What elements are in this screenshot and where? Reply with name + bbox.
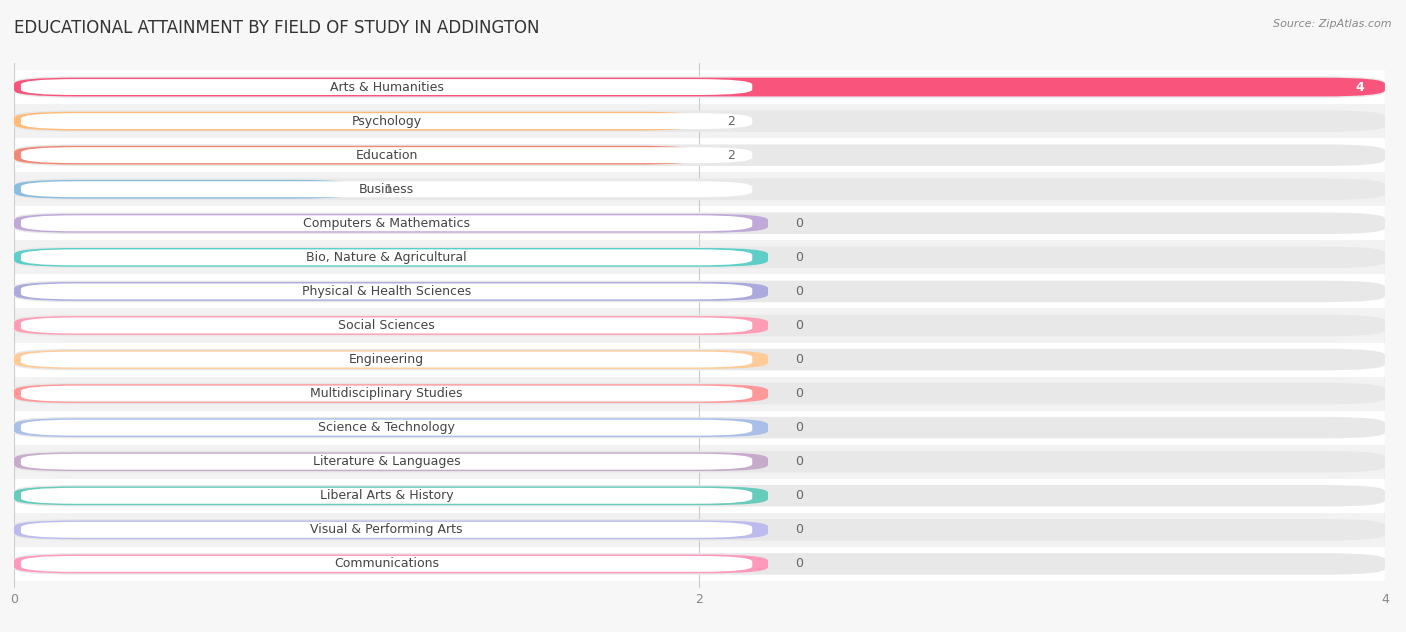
FancyBboxPatch shape xyxy=(21,317,752,334)
FancyBboxPatch shape xyxy=(21,79,752,95)
Text: 0: 0 xyxy=(796,557,803,571)
Text: 4: 4 xyxy=(1355,80,1364,94)
FancyBboxPatch shape xyxy=(21,147,752,163)
Text: 0: 0 xyxy=(796,421,803,434)
FancyBboxPatch shape xyxy=(14,248,768,267)
Bar xyxy=(14,377,1385,411)
Text: Social Sciences: Social Sciences xyxy=(339,319,434,332)
FancyBboxPatch shape xyxy=(14,553,1385,574)
FancyBboxPatch shape xyxy=(14,384,768,403)
Text: Science & Technology: Science & Technology xyxy=(318,421,456,434)
Text: 0: 0 xyxy=(796,455,803,468)
Text: 0: 0 xyxy=(796,285,803,298)
Text: 0: 0 xyxy=(796,251,803,264)
FancyBboxPatch shape xyxy=(21,556,752,572)
Bar xyxy=(14,206,1385,240)
Text: 2: 2 xyxy=(727,114,735,128)
FancyBboxPatch shape xyxy=(14,521,768,539)
FancyBboxPatch shape xyxy=(14,451,1385,473)
FancyBboxPatch shape xyxy=(14,111,1385,132)
Bar xyxy=(14,513,1385,547)
Text: Education: Education xyxy=(356,149,418,162)
Text: 0: 0 xyxy=(796,523,803,537)
FancyBboxPatch shape xyxy=(14,349,1385,370)
Text: Visual & Performing Arts: Visual & Performing Arts xyxy=(311,523,463,537)
Bar xyxy=(14,274,1385,308)
Text: 0: 0 xyxy=(796,387,803,400)
FancyBboxPatch shape xyxy=(14,78,1385,97)
FancyBboxPatch shape xyxy=(21,216,752,231)
FancyBboxPatch shape xyxy=(14,144,1385,166)
FancyBboxPatch shape xyxy=(14,554,768,573)
Text: Arts & Humanities: Arts & Humanities xyxy=(329,80,443,94)
FancyBboxPatch shape xyxy=(21,386,752,401)
Text: Engineering: Engineering xyxy=(349,353,425,366)
FancyBboxPatch shape xyxy=(14,383,1385,404)
FancyBboxPatch shape xyxy=(21,284,752,300)
FancyBboxPatch shape xyxy=(14,146,700,164)
Text: Psychology: Psychology xyxy=(352,114,422,128)
Bar xyxy=(14,308,1385,343)
FancyBboxPatch shape xyxy=(14,315,1385,336)
Bar xyxy=(14,138,1385,172)
Bar xyxy=(14,479,1385,513)
Text: Literature & Languages: Literature & Languages xyxy=(312,455,460,468)
FancyBboxPatch shape xyxy=(14,282,768,301)
Text: Multidisciplinary Studies: Multidisciplinary Studies xyxy=(311,387,463,400)
Bar xyxy=(14,172,1385,206)
FancyBboxPatch shape xyxy=(14,76,1385,98)
FancyBboxPatch shape xyxy=(14,519,1385,540)
FancyBboxPatch shape xyxy=(14,212,1385,234)
FancyBboxPatch shape xyxy=(21,250,752,265)
Bar xyxy=(14,547,1385,581)
FancyBboxPatch shape xyxy=(14,214,768,233)
Text: Source: ZipAtlas.com: Source: ZipAtlas.com xyxy=(1274,19,1392,29)
Bar xyxy=(14,411,1385,445)
Text: 0: 0 xyxy=(796,319,803,332)
Text: EDUCATIONAL ATTAINMENT BY FIELD OF STUDY IN ADDINGTON: EDUCATIONAL ATTAINMENT BY FIELD OF STUDY… xyxy=(14,19,540,37)
FancyBboxPatch shape xyxy=(21,454,752,470)
FancyBboxPatch shape xyxy=(14,485,1385,507)
FancyBboxPatch shape xyxy=(21,351,752,367)
Text: Bio, Nature & Agricultural: Bio, Nature & Agricultural xyxy=(307,251,467,264)
FancyBboxPatch shape xyxy=(14,246,1385,268)
FancyBboxPatch shape xyxy=(21,420,752,435)
Bar xyxy=(14,445,1385,479)
FancyBboxPatch shape xyxy=(14,180,357,198)
FancyBboxPatch shape xyxy=(14,350,768,369)
Bar xyxy=(14,104,1385,138)
Text: 0: 0 xyxy=(796,217,803,230)
Text: Computers & Mathematics: Computers & Mathematics xyxy=(304,217,470,230)
FancyBboxPatch shape xyxy=(14,417,1385,439)
Text: Business: Business xyxy=(359,183,415,196)
Text: 0: 0 xyxy=(796,489,803,502)
FancyBboxPatch shape xyxy=(14,316,768,335)
FancyBboxPatch shape xyxy=(14,453,768,471)
FancyBboxPatch shape xyxy=(21,522,752,538)
Text: 2: 2 xyxy=(727,149,735,162)
Text: 1: 1 xyxy=(384,183,392,196)
Text: 0: 0 xyxy=(796,353,803,366)
Bar xyxy=(14,70,1385,104)
Bar xyxy=(14,240,1385,274)
FancyBboxPatch shape xyxy=(21,181,752,197)
FancyBboxPatch shape xyxy=(14,112,700,130)
FancyBboxPatch shape xyxy=(21,488,752,504)
FancyBboxPatch shape xyxy=(21,113,752,129)
Bar xyxy=(14,343,1385,377)
Text: Physical & Health Sciences: Physical & Health Sciences xyxy=(302,285,471,298)
Text: Communications: Communications xyxy=(335,557,439,571)
FancyBboxPatch shape xyxy=(14,281,1385,302)
FancyBboxPatch shape xyxy=(14,178,1385,200)
FancyBboxPatch shape xyxy=(14,418,768,437)
Text: Liberal Arts & History: Liberal Arts & History xyxy=(319,489,453,502)
FancyBboxPatch shape xyxy=(14,487,768,505)
